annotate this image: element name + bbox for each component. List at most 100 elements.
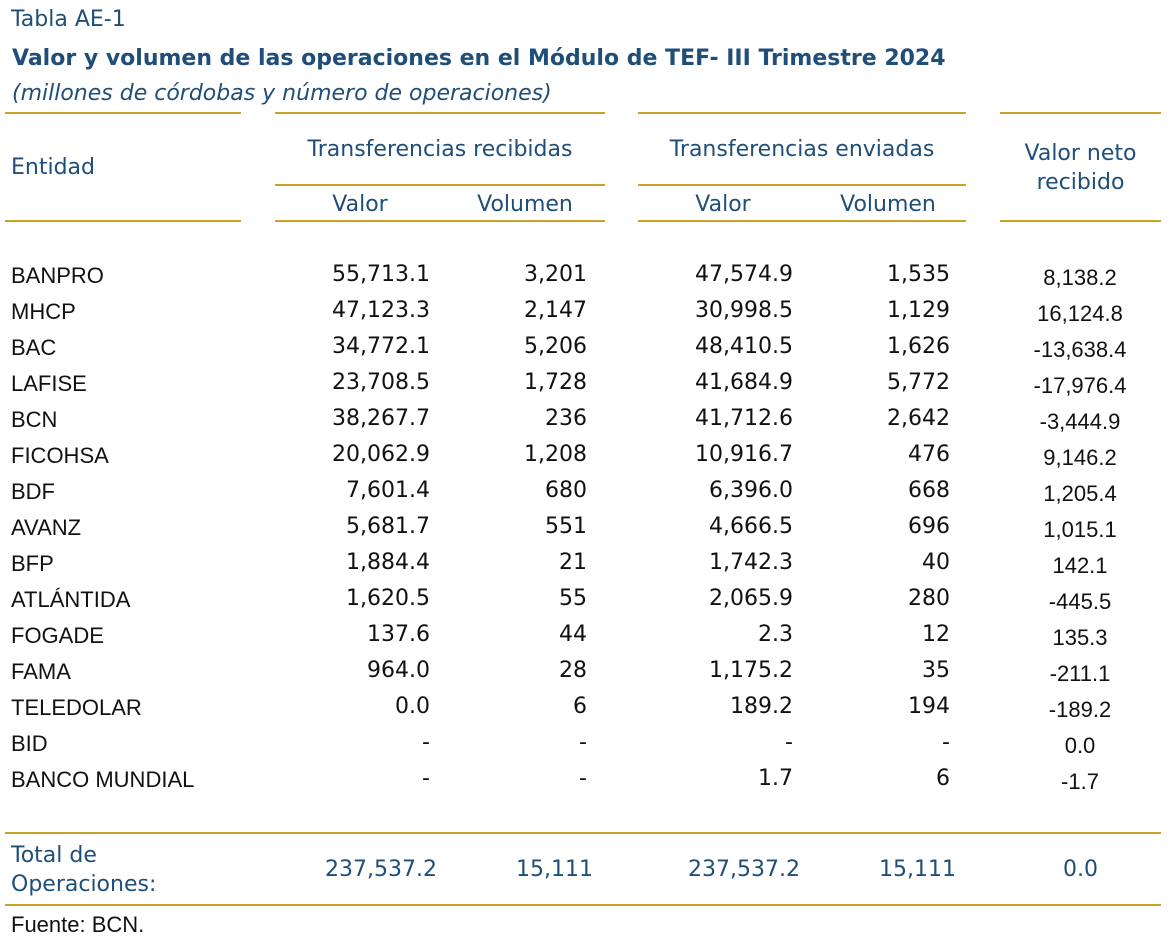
cell-entity: FAMA xyxy=(11,659,71,684)
cell-entity: FOGADE xyxy=(11,623,104,648)
cell-entity: TELEDOLAR xyxy=(11,695,142,720)
cell-received-value: 23,708.5 xyxy=(332,370,430,395)
cell-received-value: 38,267.7 xyxy=(332,406,430,431)
cell-net-received: -445.5 xyxy=(1048,589,1112,614)
header-net-line2: recibido xyxy=(1036,170,1125,195)
cell-net-received: 135.3 xyxy=(1052,625,1108,650)
cell-sent-value: 41,684.9 xyxy=(695,370,793,395)
header-sent-volume: Volumen xyxy=(840,192,936,217)
cell-received-value: - xyxy=(422,730,430,755)
cell-sent-value: 4,666.5 xyxy=(709,514,793,539)
cell-sent-value: 2.3 xyxy=(758,622,793,647)
cell-entity: BANPRO xyxy=(11,263,104,288)
table-row: BCN 38,267.7 236 41,712.6 2,642 -3,444.9 xyxy=(0,406,1171,442)
cell-net-received: -211.1 xyxy=(1049,661,1111,686)
table-row: FAMA 964.0 28 1,175.2 35 -211.1 xyxy=(0,658,1171,694)
cell-received-value: 1,884.4 xyxy=(346,550,430,575)
cell-received-volume: 28 xyxy=(559,658,587,683)
table-row: FICOHSA 20,062.9 1,208 10,916.7 476 9,146.2 xyxy=(0,442,1171,478)
cell-entity: LAFISE xyxy=(11,371,87,396)
cell-sent-value: - xyxy=(785,730,793,755)
cell-received-value: 7,601.4 xyxy=(346,478,430,503)
table-label: Tabla AE-1 xyxy=(11,7,126,32)
cell-sent-value: 30,998.5 xyxy=(695,298,793,323)
cell-received-volume: 3,201 xyxy=(524,262,587,287)
table-row: LAFISE 23,708.5 1,728 41,684.9 5,772 -17,976.… xyxy=(0,370,1171,406)
cell-sent-volume: 696 xyxy=(908,514,950,539)
cell-received-value: 1,620.5 xyxy=(346,586,430,611)
cell-sent-volume: 40 xyxy=(922,550,950,575)
cell-sent-volume: 280 xyxy=(908,586,950,611)
header-mid-rule-sent xyxy=(638,184,966,186)
total-received-value: 237,537.2 xyxy=(325,857,437,882)
cell-entity: BFP xyxy=(11,551,54,576)
cell-received-volume: 5,206 xyxy=(524,334,587,359)
table-row: BID - - - - 0.0 xyxy=(0,730,1171,766)
header-sent-group: Transferencias enviadas xyxy=(669,137,935,162)
table-row: TELEDOLAR 0.0 6 189.2 194 -189.2 xyxy=(0,694,1171,730)
cell-sent-volume: 1,535 xyxy=(887,262,950,287)
header-sent-value: Valor xyxy=(695,192,751,217)
header-received-volume: Volumen xyxy=(477,192,573,217)
header-received-group: Transferencias recibidas xyxy=(307,137,573,162)
cell-received-value: 5,681.7 xyxy=(346,514,430,539)
cell-sent-volume: 194 xyxy=(908,694,950,719)
cell-received-volume: - xyxy=(579,766,587,791)
cell-entity: AVANZ xyxy=(11,515,82,540)
cell-net-received: 0.0 xyxy=(1064,733,1096,758)
cell-net-received: 142.1 xyxy=(1052,553,1108,578)
cell-net-received: 8,138.2 xyxy=(1043,265,1117,290)
cell-sent-volume: 5,772 xyxy=(887,370,950,395)
table-subtitle: (millones de córdobas y número de operac… xyxy=(12,81,552,106)
cell-net-received: -189.2 xyxy=(1048,697,1112,722)
cell-entity: BAC xyxy=(11,335,57,360)
header-top-rule-sent xyxy=(638,112,966,114)
cell-received-volume: 21 xyxy=(559,550,587,575)
total-sent-value: 237,537.2 xyxy=(688,857,800,882)
total-net: 0.0 xyxy=(1063,857,1098,882)
cell-entity: FICOHSA xyxy=(11,443,109,468)
cell-sent-volume: 35 xyxy=(922,658,950,683)
cell-net-received: -3,444.9 xyxy=(1039,409,1121,434)
cell-received-volume: - xyxy=(579,730,587,755)
cell-received-volume: 44 xyxy=(559,622,587,647)
cell-received-volume: 2,147 xyxy=(524,298,587,323)
cell-sent-volume: 6 xyxy=(936,766,950,791)
cell-sent-volume: 1,626 xyxy=(887,334,950,359)
cell-net-received: 1,205.4 xyxy=(1043,481,1117,506)
cell-received-volume: 680 xyxy=(545,478,587,503)
table-row: ATLÁNTIDA 1,620.5 55 2,065.9 280 -445.5 xyxy=(0,586,1171,622)
cell-sent-volume: 2,642 xyxy=(887,406,950,431)
cell-sent-volume: 1,129 xyxy=(887,298,950,323)
cell-sent-value: 1.7 xyxy=(758,766,793,791)
cell-sent-volume: - xyxy=(942,730,950,755)
table-row: BAC 34,772.1 5,206 48,410.5 1,626 -13,638.4 xyxy=(0,334,1171,370)
header-bottom-rule-received xyxy=(275,220,605,222)
table-row: BFP 1,884.4 21 1,742.3 40 142.1 xyxy=(0,550,1171,586)
table-title: Valor y volumen de las operaciones en el… xyxy=(12,46,946,71)
cell-sent-value: 1,175.2 xyxy=(709,658,793,683)
cell-sent-value: 1,742.3 xyxy=(709,550,793,575)
cell-net-received: 1,015.1 xyxy=(1043,517,1117,542)
header-net-line1: Valor neto xyxy=(1024,141,1137,166)
cell-sent-volume: 476 xyxy=(908,442,950,467)
header-mid-rule-received xyxy=(275,184,605,186)
header-bottom-rule-entity xyxy=(5,220,241,222)
cell-received-value: 0.0 xyxy=(395,694,430,719)
total-received-volume: 15,111 xyxy=(516,857,593,882)
cell-sent-value: 6,396.0 xyxy=(709,478,793,503)
cell-sent-value: 189.2 xyxy=(730,694,793,719)
cell-entity: BDF xyxy=(11,479,55,504)
cell-sent-value: 10,916.7 xyxy=(695,442,793,467)
cell-sent-value: 47,574.9 xyxy=(695,262,793,287)
cell-entity: BID xyxy=(11,731,48,756)
header-top-rule-net xyxy=(1000,112,1161,114)
table-row: FOGADE 137.6 44 2.3 12 135.3 xyxy=(0,622,1171,658)
cell-sent-volume: 12 xyxy=(922,622,950,647)
cell-sent-value: 2,065.9 xyxy=(709,586,793,611)
header-entity: Entidad xyxy=(11,155,95,180)
table-row: BANPRO 55,713.1 3,201 47,574.9 1,535 8,138.2 xyxy=(0,262,1171,298)
cell-net-received: 9,146.2 xyxy=(1043,445,1117,470)
cell-received-value: 20,062.9 xyxy=(332,442,430,467)
cell-net-received: -17,976.4 xyxy=(1033,373,1127,398)
